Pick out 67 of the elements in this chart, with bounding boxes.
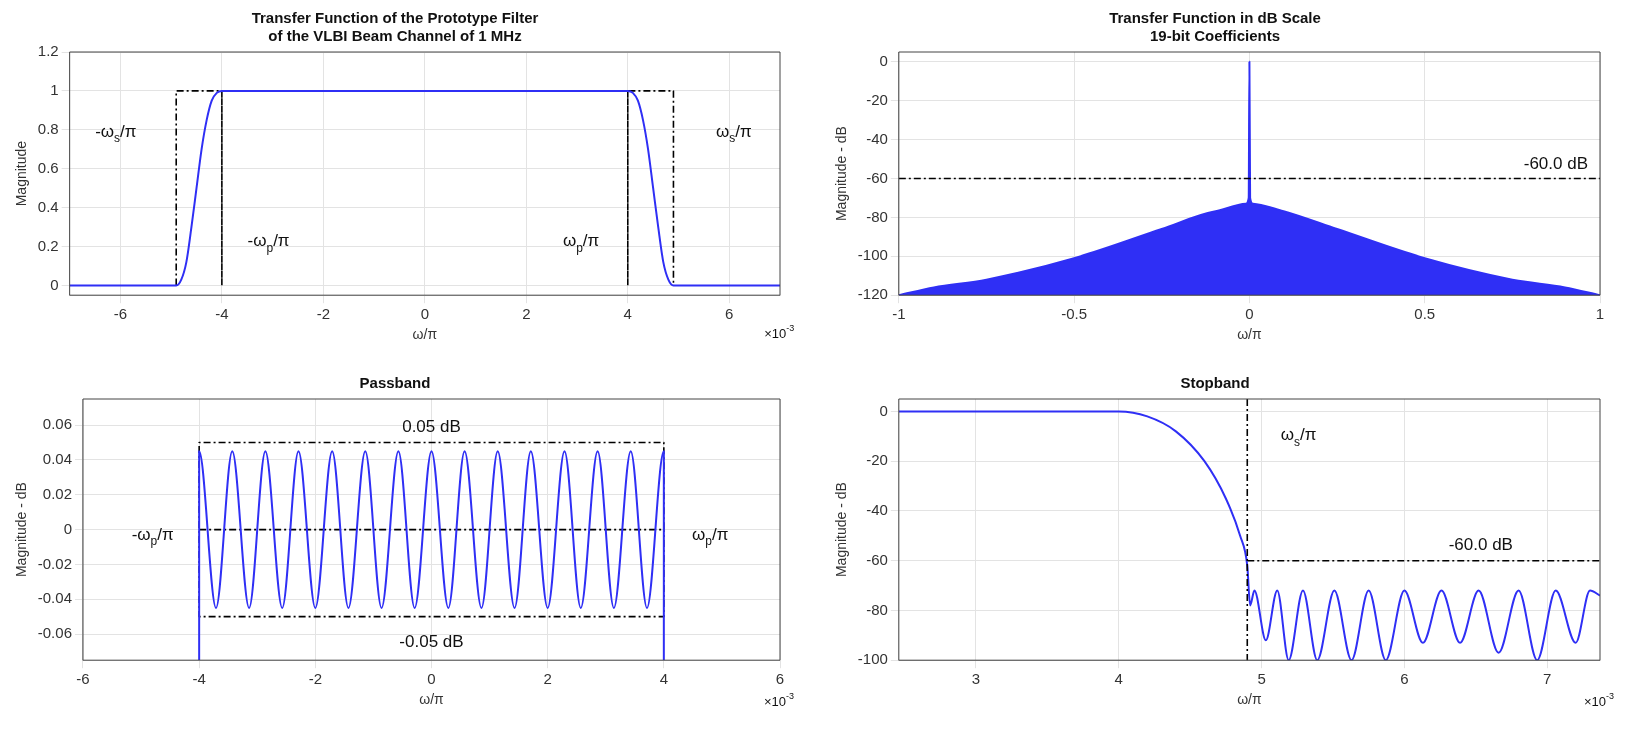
x-tick-label: 0 — [427, 670, 436, 688]
x-tick-label: -6 — [113, 305, 128, 323]
y-tick-label: 0.2 — [37, 236, 59, 254]
chart-title: Transfer Function of the Prototype Filter of the VLBI Beam Channel of 1 MHz — [251, 9, 539, 45]
x-tick-label: -0.5 — [1061, 305, 1088, 323]
chart-title: Stopband — [1180, 374, 1250, 392]
x-tick-label: 2 — [543, 670, 552, 688]
x-tick-label: 3 — [971, 670, 981, 688]
x-tick-label: -1 — [892, 305, 906, 323]
y-tick-label: -40 — [866, 501, 888, 519]
x-tick-label: -6 — [76, 670, 90, 688]
chart-title: Transfer Function in dB Scale 19-bit Coefficients — [1109, 9, 1321, 45]
x-tick-label: 7 — [1542, 670, 1552, 688]
x-axis-title: ω/π — [419, 691, 445, 708]
x-tick-label: 6 — [725, 305, 734, 323]
chart-title: Passband — [359, 374, 431, 392]
y-tick-label: -0.02 — [37, 554, 72, 572]
ref-line-label: -60.0 dB — [1523, 154, 1588, 174]
y-tick-label: 0.04 — [42, 450, 72, 468]
x-tick-label: -4 — [192, 670, 206, 688]
y-tick-label: -100 — [857, 650, 888, 668]
x-tick-label: -2 — [316, 305, 331, 323]
y-axis-title: Magnitude - dB — [833, 126, 850, 222]
y-tick-label: 0.4 — [37, 197, 59, 215]
y-tick-label: 0.8 — [37, 119, 59, 137]
x-tick-label: -4 — [215, 305, 229, 323]
x-tick-label: 5 — [1257, 670, 1266, 688]
annotation: 0.05 dB — [402, 417, 461, 437]
y-axis-title: Magnitude - dB — [833, 482, 850, 578]
annotation: -60.0 dB — [1448, 534, 1513, 554]
x-tick-label: 0 — [420, 305, 429, 323]
y-tick-label: 0.06 — [42, 415, 72, 433]
y-axis-title: Magnitude — [13, 140, 30, 207]
x-tick-label: 6 — [1400, 670, 1409, 688]
x-tick-label: 0.5 — [1414, 305, 1436, 323]
y-tick-label: 1.2 — [37, 42, 59, 60]
y-axis-title: Magnitude - dB — [13, 482, 30, 578]
x-tick-label: 0 — [1245, 305, 1254, 323]
y-tick-label: 0 — [879, 401, 888, 419]
x-tick-label: -2 — [308, 670, 322, 688]
y-tick-label: 0 — [879, 51, 888, 69]
x-tick-label: 6 — [775, 670, 785, 688]
y-tick-label: -0.06 — [37, 624, 72, 642]
x-axis-title: ω/π — [1237, 326, 1262, 343]
x-axis-title: ω/π — [412, 326, 438, 343]
y-tick-label: 0 — [50, 275, 59, 293]
y-tick-label: -60 — [866, 550, 888, 568]
x-tick-label: 4 — [623, 305, 632, 323]
x-tick-label: 2 — [522, 305, 531, 323]
y-tick-label: -100 — [857, 246, 888, 264]
y-tick-label: -40 — [866, 129, 888, 147]
x-axis-title: ω/π — [1237, 691, 1262, 708]
y-tick-label: 0.6 — [37, 158, 59, 176]
y-tick-label: -20 — [866, 451, 888, 469]
y-tick-label: -80 — [866, 600, 888, 618]
y-tick-label: -0.04 — [37, 589, 72, 607]
x-tick-label: 4 — [1114, 670, 1123, 688]
y-tick-label: 0.02 — [42, 484, 72, 502]
y-tick-label: -60 — [866, 168, 888, 186]
y-tick-label: -20 — [866, 90, 888, 108]
y-tick-label: -80 — [866, 207, 888, 225]
y-tick-label: 0 — [63, 519, 72, 537]
x-tick-label: 1 — [1595, 305, 1605, 323]
annotation: -0.05 dB — [399, 631, 464, 651]
y-tick-label: -120 — [857, 285, 888, 303]
y-tick-label: 1 — [50, 81, 59, 99]
x-tick-label: 4 — [659, 670, 668, 688]
